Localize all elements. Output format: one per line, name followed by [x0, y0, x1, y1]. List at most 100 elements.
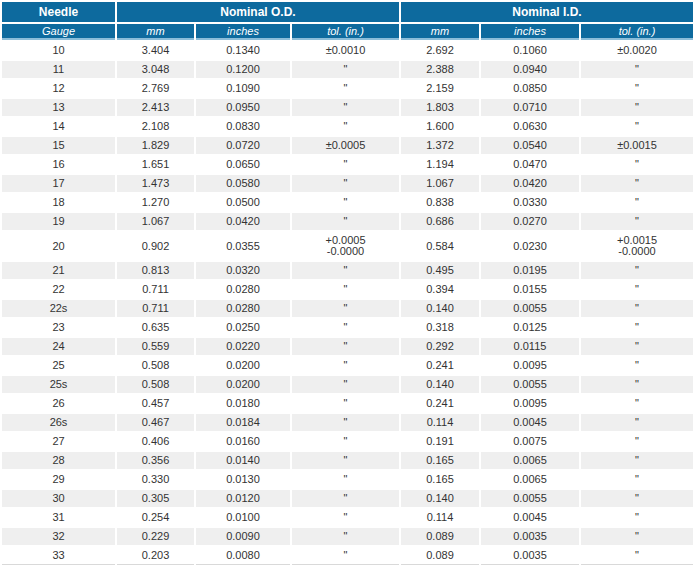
cell-id-in: 0.0195	[481, 262, 579, 279]
cell-od-in: 0.0500	[196, 194, 290, 211]
cell-gauge: 25	[2, 357, 115, 374]
cell-id-in: 0.0125	[481, 319, 579, 336]
cell-id-tol: "	[581, 61, 693, 78]
cell-od-tol: "	[292, 338, 399, 355]
header-id-tol: tol. (in.)	[581, 24, 693, 40]
cell-id-mm: 1.600	[401, 118, 479, 135]
table-row: 191.0670.0420"0.6860.0270"	[2, 213, 693, 230]
cell-id-tol: "	[581, 376, 693, 393]
cell-id-tol: "	[581, 99, 693, 116]
cell-gauge: 18	[2, 194, 115, 211]
cell-gauge: 23	[2, 319, 115, 336]
cell-od-in: 0.0120	[196, 490, 290, 507]
cell-id-in: 0.0095	[481, 357, 579, 374]
needle-gauge-page: Needle Nominal O.D. Nominal I.D. Gauge m…	[0, 0, 695, 571]
cell-od-mm: 0.902	[117, 232, 194, 260]
cell-id-mm: 0.114	[401, 414, 479, 431]
cell-od-mm: 0.635	[117, 319, 194, 336]
cell-id-mm: 0.838	[401, 194, 479, 211]
cell-od-in: 0.0650	[196, 156, 290, 173]
header-group-row: Needle Nominal O.D. Nominal I.D.	[2, 2, 693, 22]
cell-od-mm: 0.508	[117, 376, 194, 393]
cell-od-mm: 0.406	[117, 433, 194, 450]
cell-gauge: 32	[2, 528, 115, 545]
cell-od-mm: 2.108	[117, 118, 194, 135]
header-needle: Needle	[2, 2, 115, 22]
cell-id-in: 0.0095	[481, 395, 579, 412]
cell-id-tol: "	[581, 156, 693, 173]
cell-id-mm: 0.241	[401, 395, 479, 412]
cell-id-in: 0.0420	[481, 175, 579, 192]
cell-od-in: 0.1340	[196, 42, 290, 59]
header-nominal-od: Nominal O.D.	[117, 2, 399, 22]
cell-id-mm: 0.165	[401, 471, 479, 488]
cell-od-tol: "	[292, 471, 399, 488]
cell-od-in: 0.0830	[196, 118, 290, 135]
cell-gauge: 29	[2, 471, 115, 488]
cell-id-in: 0.0035	[481, 528, 579, 545]
table-row: 290.3300.0130"0.1650.0065"	[2, 471, 693, 488]
cell-id-mm: 0.495	[401, 262, 479, 279]
cell-id-mm: 0.584	[401, 232, 479, 260]
table-row: 161.6510.0650"1.1940.0470"	[2, 156, 693, 173]
cell-od-in: 0.0090	[196, 528, 290, 545]
cell-id-mm: 1.372	[401, 137, 479, 154]
cell-od-tol: "	[292, 262, 399, 279]
cell-gauge: 24	[2, 338, 115, 355]
cell-id-in: 0.0230	[481, 232, 579, 260]
cell-od-in: 0.0130	[196, 471, 290, 488]
table-body: 103.4040.1340±0.00102.6920.1060±0.002011…	[2, 42, 693, 565]
cell-od-tol: ±0.0005	[292, 137, 399, 154]
cell-id-in: 0.0155	[481, 281, 579, 298]
cell-od-mm: 1.067	[117, 213, 194, 230]
cell-od-in: 0.0280	[196, 300, 290, 317]
cell-gauge: 13	[2, 99, 115, 116]
cell-od-mm: 0.305	[117, 490, 194, 507]
cell-od-tol: "	[292, 61, 399, 78]
cell-od-mm: 2.413	[117, 99, 194, 116]
table-row: 25s0.5080.0200"0.1400.0055"	[2, 376, 693, 393]
table-row: 300.3050.0120"0.1400.0055"	[2, 490, 693, 507]
cell-od-mm: 0.356	[117, 452, 194, 469]
cell-id-mm: 0.140	[401, 490, 479, 507]
cell-od-mm: 2.769	[117, 80, 194, 97]
cell-id-mm: 1.067	[401, 175, 479, 192]
cell-od-tol: "	[292, 490, 399, 507]
cell-od-mm: 0.330	[117, 471, 194, 488]
cell-od-mm: 0.559	[117, 338, 194, 355]
cell-od-tol: "	[292, 194, 399, 211]
cell-gauge: 21	[2, 262, 115, 279]
cell-od-tol: "	[292, 395, 399, 412]
cell-od-mm: 0.229	[117, 528, 194, 545]
cell-od-in: 0.0320	[196, 262, 290, 279]
table-row: 171.4730.0580"1.0670.0420"	[2, 175, 693, 192]
cell-id-in: 0.0470	[481, 156, 579, 173]
cell-id-in: 0.0055	[481, 376, 579, 393]
cell-id-mm: 0.165	[401, 452, 479, 469]
cell-od-in: 0.0355	[196, 232, 290, 260]
cell-id-tol: "	[581, 452, 693, 469]
cell-id-mm: 0.318	[401, 319, 479, 336]
cell-id-mm: 2.388	[401, 61, 479, 78]
table-row: 330.2030.0080"0.0890.0035"	[2, 547, 693, 565]
cell-id-mm: 0.686	[401, 213, 479, 230]
cell-id-tol: "	[581, 528, 693, 545]
cell-od-mm: 1.473	[117, 175, 194, 192]
cell-gauge: 26	[2, 395, 115, 412]
cell-id-in: 0.0065	[481, 452, 579, 469]
table-row: 250.5080.0200"0.2410.0095"	[2, 357, 693, 374]
cell-gauge: 14	[2, 118, 115, 135]
cell-od-in: 0.0420	[196, 213, 290, 230]
cell-gauge: 33	[2, 547, 115, 565]
cell-id-tol: "	[581, 281, 693, 298]
table-row: 200.9020.0355+0.0005 -0.00000.5840.0230+…	[2, 232, 693, 260]
cell-id-in: 0.0055	[481, 300, 579, 317]
header-od-mm: mm	[117, 24, 194, 40]
cell-od-tol: "	[292, 281, 399, 298]
needle-gauge-table: Needle Nominal O.D. Nominal I.D. Gauge m…	[0, 0, 695, 567]
table-row: 230.6350.0250"0.3180.0125"	[2, 319, 693, 336]
cell-id-in: 0.0850	[481, 80, 579, 97]
cell-od-mm: 3.404	[117, 42, 194, 59]
cell-od-in: 0.0184	[196, 414, 290, 431]
table-row: 310.2540.0100"0.1140.0045"	[2, 509, 693, 526]
